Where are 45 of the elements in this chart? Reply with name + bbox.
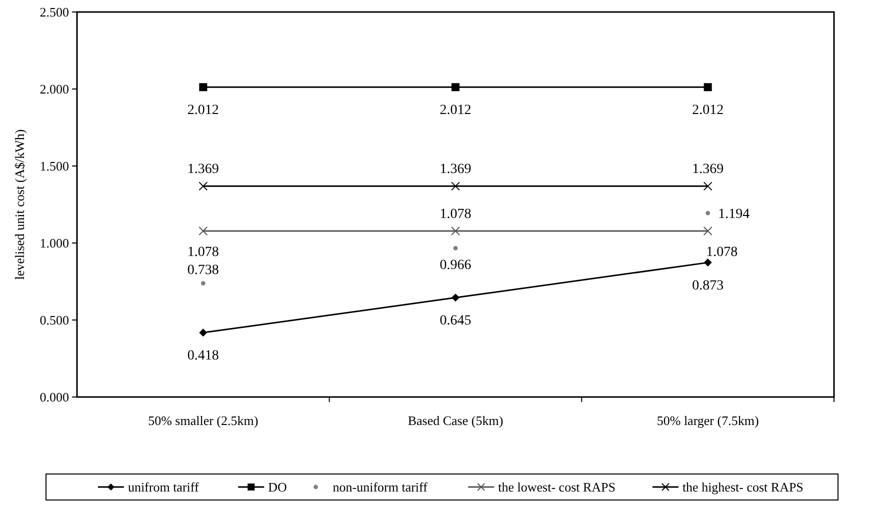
- point: [199, 83, 208, 92]
- data-label: 0.645: [440, 314, 472, 329]
- x-tick-label: Based Case (5km): [408, 413, 504, 428]
- data-label: 1.369: [187, 162, 219, 178]
- y-tick-label: 1.500: [40, 158, 69, 174]
- point: [451, 226, 460, 236]
- point: [703, 226, 712, 236]
- point: [704, 258, 712, 267]
- x-tick-label: 50% larger (7.5km): [656, 413, 759, 428]
- y-axis-title: levelised unit cost (A$/kWh): [12, 129, 27, 280]
- point: [199, 328, 208, 337]
- data-label: 2.012: [692, 103, 724, 118]
- data-label: 1.078: [706, 244, 738, 260]
- data-label: 2.012: [187, 103, 219, 118]
- data-label: 0.418: [187, 348, 219, 364]
- data-label: 1.194: [718, 207, 750, 222]
- point: [706, 210, 710, 216]
- point: [451, 182, 460, 191]
- data-label: 0.966: [440, 258, 472, 274]
- point: [452, 83, 460, 92]
- legend-label: the highest- cost RAPS: [682, 480, 804, 495]
- point: [703, 182, 712, 191]
- legend-label: non-uniform tariff: [332, 480, 428, 495]
- legend-label: DO: [268, 480, 287, 495]
- y-tick-label: 1.000: [40, 236, 69, 251]
- point: [452, 294, 460, 302]
- x-tick-label: 50% smaller (2.5km): [148, 413, 258, 428]
- point: [200, 281, 206, 286]
- y-tick-label: 2.500: [40, 4, 69, 20]
- data-label: 0.873: [692, 278, 724, 294]
- data-label: 1.369: [692, 162, 724, 178]
- data-label: 0.738: [187, 263, 219, 278]
- data-label: 1.369: [440, 162, 472, 178]
- y-tick-label: 0.000: [40, 390, 69, 405]
- y-tick-label: 0.500: [40, 312, 69, 328]
- point: [198, 182, 208, 191]
- point: [704, 83, 712, 92]
- legend-label: unifrom tariff: [128, 480, 200, 495]
- point: [453, 246, 458, 250]
- y-tick-label: 2.000: [40, 82, 69, 97]
- data-label: 1.078: [440, 206, 472, 222]
- point: [198, 226, 208, 236]
- legend-label: the lowest- cost RAPS: [498, 480, 616, 495]
- data-label: 1.078: [187, 244, 219, 260]
- data-label: 2.012: [440, 103, 472, 118]
